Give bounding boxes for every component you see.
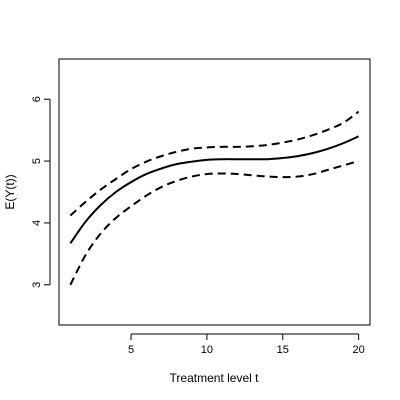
- y-tick-label: 4: [31, 220, 43, 226]
- y-axis-label: E(Y(t)): [3, 174, 17, 209]
- y-tick-label: 3: [31, 282, 43, 288]
- y-tick-label: 6: [31, 96, 43, 102]
- y-tick-label: 5: [31, 158, 43, 164]
- series-line-dashed-2: [69, 160, 359, 286]
- x-tick-label: 20: [352, 344, 364, 356]
- x-tick-label: 5: [128, 344, 134, 356]
- x-tick-label: 10: [201, 344, 213, 356]
- x-axis: 5 10 15 20: [128, 333, 365, 356]
- series-line-dashed-1: [69, 110, 360, 217]
- y-axis: 3 4 5 6: [31, 96, 51, 288]
- series-line-solid: [69, 135, 360, 244]
- x-axis-label: Treatment level t: [170, 371, 260, 385]
- series-layer: [69, 110, 360, 286]
- x-tick-label: 15: [277, 344, 289, 356]
- plot-box: [58, 58, 371, 326]
